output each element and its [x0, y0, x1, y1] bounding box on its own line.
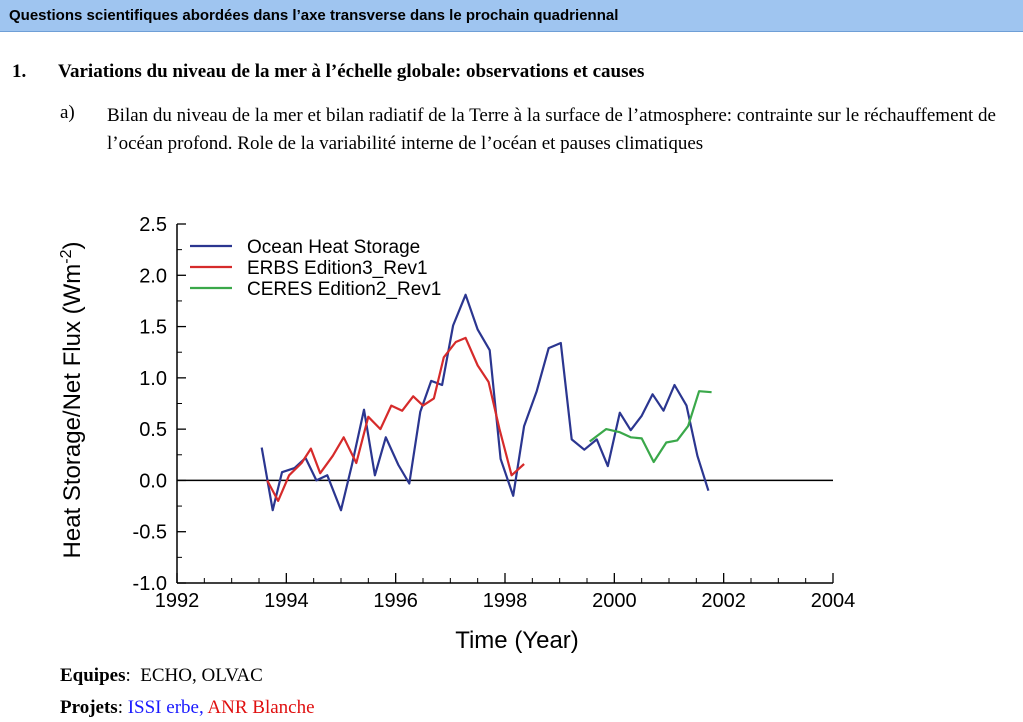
y-axis-label-main: Heat Storage/Net Flux (Wm [59, 264, 86, 559]
y-tick-label: 1.0 [139, 368, 167, 390]
title-banner: Questions scientifiques abordées dans l’… [0, 0, 1023, 32]
series-lines [260, 293, 712, 512]
x-tick-label: 2000 [592, 590, 637, 612]
series-line-1 [260, 293, 710, 512]
projet-anr: ANR Blanche [207, 697, 315, 718]
subsection-text: Bilan du niveau de la mer et bilan radia… [107, 105, 996, 154]
y-axis-label-unit-exponent: -2 [58, 249, 75, 263]
x-axis-label: Time (Year) [455, 627, 579, 654]
heat-storage-chart: -1.0 -0.5 0.0 0.5 1.0 1.5 2.0 2.5 1992 1994 1996 19… [58, 214, 856, 654]
y-axis-label: Heat Storage/Net Flux (Wm-2) [58, 242, 86, 559]
x-tick-label: 1996 [373, 590, 418, 612]
x-tick-label: 1998 [483, 590, 528, 612]
equipes-label: Equipes [60, 665, 126, 686]
y-tick-label: 2.0 [139, 265, 167, 287]
banner-title: Questions scientifiques abordées dans l’… [9, 7, 619, 24]
y-tick-label: -1.0 [133, 573, 167, 595]
x-tick-label: 2002 [701, 590, 746, 612]
x-tick-label: 2004 [811, 590, 856, 612]
y-tick-label: -0.5 [133, 522, 167, 544]
section-number: 1. [12, 61, 27, 82]
x-tick-label: 1994 [264, 590, 309, 612]
projets-label: Projets [60, 697, 118, 718]
y-axis-label-close: ) [59, 242, 86, 250]
legend-label: ERBS Edition3_Rev1 [247, 258, 428, 279]
series-line-2 [266, 336, 525, 502]
projets-line: Projets: ISSI erbe, ANR Blanche [60, 697, 315, 719]
y-tick-label: 0.0 [139, 470, 167, 492]
legend-label: Ocean Heat Storage [247, 237, 420, 258]
y-tick-label: 1.5 [139, 317, 167, 339]
y-tick-label: 0.5 [139, 419, 167, 441]
equipes-separator: : [125, 665, 131, 686]
y-tick-label: 2.5 [139, 214, 167, 236]
series-line-3 [589, 390, 712, 464]
section-title: Variations du niveau de la mer à l’échel… [58, 61, 645, 82]
x-tick-label: 1992 [155, 590, 200, 612]
projets-separator: : [117, 697, 123, 718]
legend-label: CERES Edition2_Rev1 [247, 279, 441, 300]
projet-issi: ISSI erbe, [127, 697, 204, 718]
equipes-line: Equipes: ECHO, OLVAC [60, 665, 263, 687]
axis-ticks: -1.0 -0.5 0.0 0.5 1.0 1.5 2.0 2.5 1992 1994 1996 19… [133, 214, 856, 612]
equipes-value: ECHO, OLVAC [140, 665, 263, 686]
subsection-letter: a) [60, 102, 75, 123]
